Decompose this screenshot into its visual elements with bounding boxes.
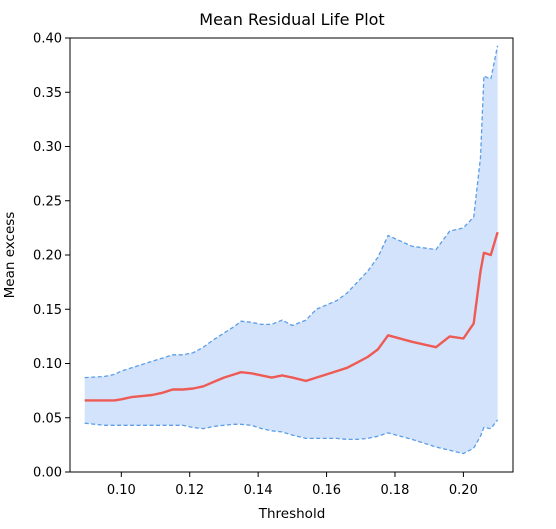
ci-lower-line — [84, 419, 499, 455]
chart-title: Mean Residual Life Plot — [199, 10, 384, 29]
x-tick-label: 0.20 — [449, 483, 478, 498]
y-tick-label: 0.35 — [33, 86, 62, 101]
y-tick-label: 0.00 — [33, 466, 62, 481]
y-tick-label: 0.25 — [33, 194, 62, 209]
y-tick-label: 0.05 — [33, 411, 62, 426]
y-tick-label: 0.30 — [33, 140, 62, 155]
axes: 0.10 0.12 0.14 0.16 0.18 0.20 0.00 0.05 0.10 0.15… — [33, 32, 514, 498]
x-tick-label: 0.10 — [107, 483, 136, 498]
y-tick-label: 0.20 — [33, 249, 62, 264]
x-axis-label: Threshold — [258, 506, 326, 522]
plot-area — [84, 45, 499, 455]
x-tick-label: 0.16 — [312, 483, 341, 498]
y-tick-label: 0.15 — [33, 303, 62, 318]
ci-upper-line — [84, 45, 499, 379]
ci-band — [84, 45, 498, 454]
mean-excess-line — [84, 231, 499, 402]
y-tick-label: 0.40 — [33, 32, 62, 47]
x-tick-label: 0.12 — [175, 483, 204, 498]
x-tick-label: 0.18 — [381, 483, 410, 498]
y-axis-label: Mean excess — [2, 212, 18, 299]
x-tick-label: 0.14 — [244, 483, 273, 498]
y-tick-label: 0.10 — [33, 357, 62, 372]
